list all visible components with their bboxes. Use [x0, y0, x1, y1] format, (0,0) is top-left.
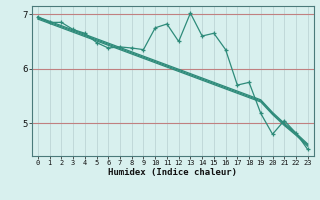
- X-axis label: Humidex (Indice chaleur): Humidex (Indice chaleur): [108, 168, 237, 177]
